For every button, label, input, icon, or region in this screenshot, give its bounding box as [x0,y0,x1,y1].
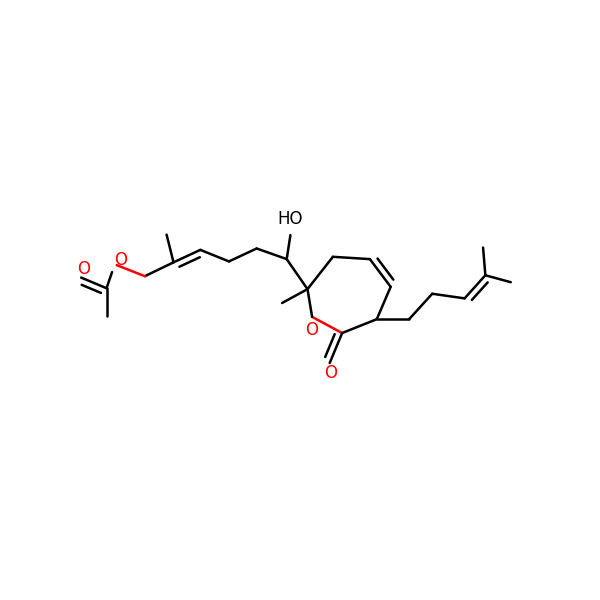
Text: HO: HO [278,209,303,227]
Text: O: O [305,321,319,339]
Text: O: O [324,364,337,382]
Text: O: O [114,251,127,269]
Text: O: O [77,260,90,278]
